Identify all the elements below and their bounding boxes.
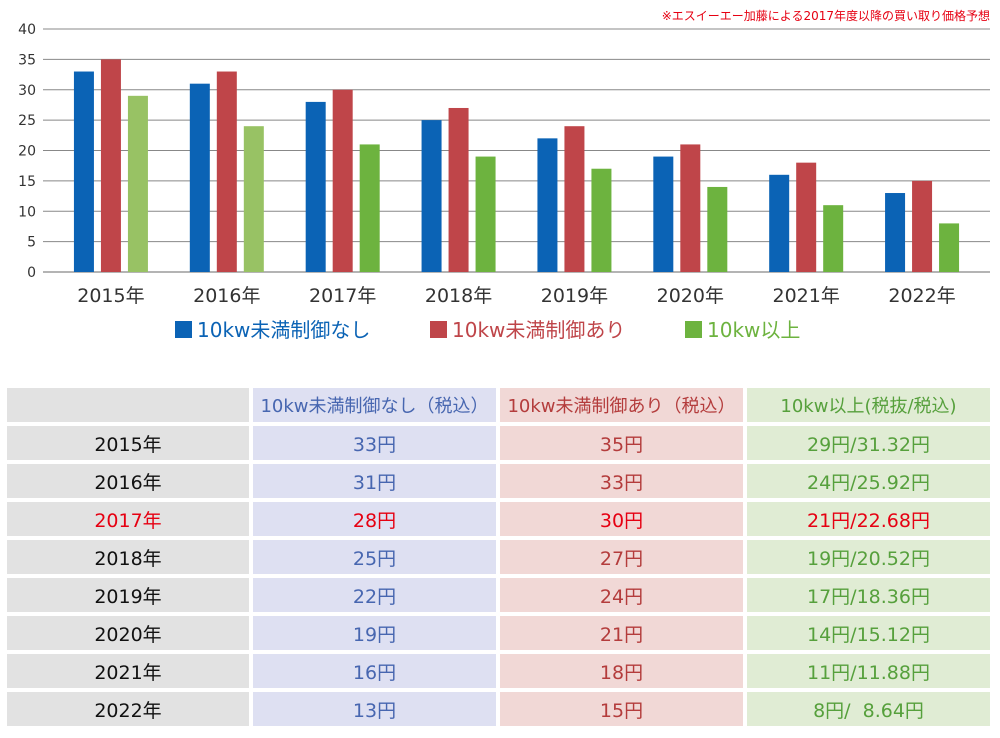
bar-3-2022年 [939,223,960,272]
bar-2-2020年 [680,144,701,272]
legend-swatch [175,321,192,338]
year-cell: 2022年 [7,692,253,726]
x-tick-label: 2016年 [193,285,260,307]
table-row: 2021年 16円 18円 11円/11.88円 [7,654,990,692]
price-cell: 19円 [253,616,500,654]
table-row: 2022年 13円 15円 8円/ 8.64円 [7,692,990,726]
price-cell: 14円/15.12円 [747,616,990,654]
bar-1-2020年 [653,156,674,272]
bar-1-2015年 [73,71,94,273]
year-cell: 2017年 [7,502,253,540]
legend-label: 10kw以上 [707,318,800,342]
y-tick-label: 15 [18,174,36,190]
price-cell: 21円 [500,616,747,654]
y-tick-label: 25 [18,113,36,129]
bar-1-2016年 [189,83,210,272]
bar-3-2015年 [127,95,148,272]
y-tick-label: 5 [27,235,36,251]
bar-chart: 0 5 10 15 20 25 30 35 40 2015年 2016年 2017年 2018年 2019… [18,22,990,342]
price-cell: 33円 [500,464,747,502]
y-tick-label: 20 [18,144,36,160]
price-cell: 10kw未満制御あり（税込） [500,388,747,426]
y-tick-label: 10 [18,204,36,220]
y-tick-label: 30 [18,83,36,99]
price-cell: 11円/11.88円 [747,654,990,692]
price-cell: 35円 [500,426,747,464]
price-cell: 8円/ 8.64円 [747,692,990,726]
price-cell: 21円/22.68円 [747,502,990,540]
price-cell: 29円/31.32円 [747,426,990,464]
price-cell: 33円 [253,426,500,464]
y-tick-label: 35 [18,52,36,68]
year-cell: 2015年 [7,426,253,464]
table-row: 2018年 25円 27円 19円/20.52円 [7,540,990,578]
price-cell: 24円/25.92円 [747,464,990,502]
bar-3-2016年 [243,126,264,272]
bar-3-2018年 [475,156,496,272]
bar-3-2019年 [591,168,612,272]
price-cell: 19円/20.52円 [747,540,990,578]
legend-label: 10kw未満制御なし [197,318,370,342]
year-cell: 2019年 [7,578,253,616]
price-cell: 10kw以上(税抜/税込) [747,388,990,426]
price-cell: 17円/18.36円 [747,578,990,616]
bar-3-2020年 [707,186,728,272]
x-tick-label: 2022年 [888,285,955,307]
table-row: 2017年 28円 30円 21円/22.68円 [7,502,990,540]
bar-1-2019年 [537,138,558,272]
table-row: 2019年 22円 24円 17円/18.36円 [7,578,990,616]
year-cell: 2018年 [7,540,253,578]
bar-2-2022年 [912,180,933,272]
price-cell: 10kw未満制御なし（税込） [253,388,500,426]
legend-swatch [685,321,702,338]
bar-2-2015年 [100,59,121,272]
year-cell [7,388,253,426]
legend-label: 10kw未満制御あり [452,318,625,342]
bar-1-2022年 [885,193,906,272]
table-row: 2020年 19円 21円 14円/15.12円 [7,616,990,654]
bar-1-2021年 [769,174,790,272]
price-cell: 25円 [253,540,500,578]
bar-3-2021年 [823,205,844,272]
y-tick-label: 40 [18,22,36,38]
bar-2-2019年 [564,126,585,272]
price-cell: 30円 [500,502,747,540]
year-cell: 2016年 [7,464,253,502]
price-cell: 24円 [500,578,747,616]
x-tick-label: 2017年 [309,285,376,307]
x-tick-label: 2020年 [657,285,724,307]
x-tick-label: 2018年 [425,285,492,307]
table-row: 2015年 33円 35円 29円/31.32円 [7,426,990,464]
price-cell: 31円 [253,464,500,502]
price-cell: 15円 [500,692,747,726]
price-cell: 28円 [253,502,500,540]
x-tick-label: 2021年 [773,285,840,307]
price-cell: 18円 [500,654,747,692]
x-tick-label: 2015年 [77,285,144,307]
bar-1-2017年 [305,101,326,273]
bar-2-2016年 [216,71,237,273]
forecast-note: ※エスイーエー加藤による2017年度以降の買い取り価格予想 [661,9,990,23]
y-tick-label: 0 [27,265,36,281]
price-cell: 13円 [253,692,500,726]
table-header-row: 10kw未満制御なし（税込） 10kw未満制御あり（税込） 10kw以上(税抜/税込… [7,388,990,426]
bar-2-2017年 [332,89,353,272]
table-row: 2016年 31円 33円 24円/25.92円 [7,464,990,502]
year-cell: 2021年 [7,654,253,692]
year-cell: 2020年 [7,616,253,654]
bar-3-2017年 [359,144,380,272]
price-cell: 16円 [253,654,500,692]
price-cell: 22円 [253,578,500,616]
price-cell: 27円 [500,540,747,578]
bar-2-2018年 [448,107,469,272]
bar-2-2021年 [796,162,817,272]
bar-1-2018年 [421,120,442,272]
price-table: 10kw未満制御なし（税込） 10kw未満制御あり（税込） 10kw以上(税抜/税込… [7,388,990,726]
legend-swatch [430,321,447,338]
x-tick-label: 2019年 [541,285,608,307]
